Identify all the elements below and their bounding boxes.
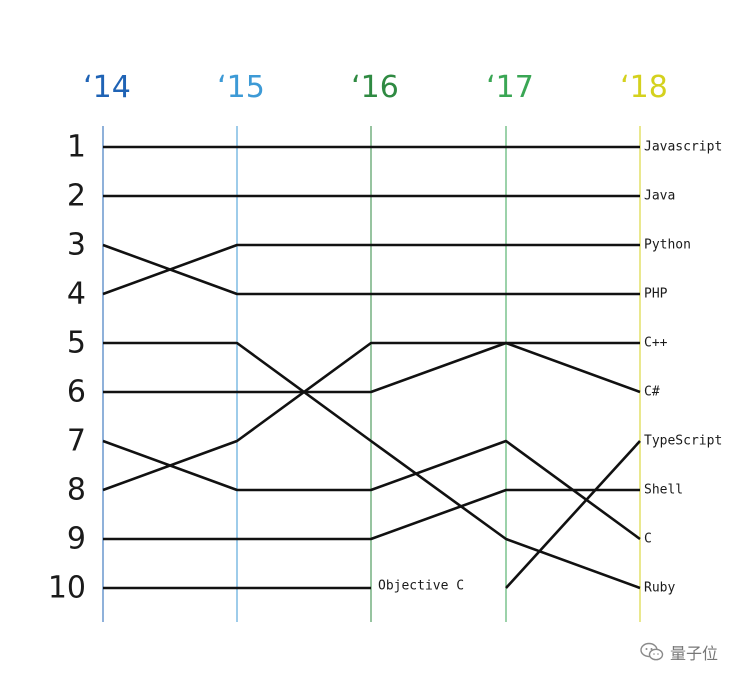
watermark-text: 量子位	[670, 644, 719, 663]
series-label-c-: C++	[644, 336, 668, 351]
year-label-1: ‘15	[217, 70, 265, 105]
rank-label-4: 4	[67, 277, 86, 312]
series-line-c	[102, 439, 641, 541]
rank-labels: 1 2 3 4 5 6 7 8 9 10	[48, 130, 86, 606]
year-axes	[102, 126, 641, 622]
series-label-javascript: Javascript	[644, 140, 722, 155]
year-labels: ‘14 ‘15 ‘16 ‘17 ‘18	[83, 70, 668, 105]
series-line-c-	[102, 341, 640, 492]
series-label-python: Python	[644, 238, 691, 253]
rank-label-10: 10	[48, 571, 86, 606]
series-label-c-: C#	[644, 385, 660, 400]
series-lines	[102, 145, 641, 590]
annotations: Objective C	[378, 579, 464, 594]
series-label-java: Java	[644, 189, 675, 204]
rank-label-1: 1	[67, 130, 86, 165]
watermark: 量子位	[640, 640, 718, 664]
rank-label-3: 3	[67, 228, 86, 263]
series-line-shell	[103, 488, 640, 541]
rank-label-2: 2	[67, 179, 86, 214]
series-label-shell: Shell	[644, 483, 683, 498]
series-line-ruby	[103, 341, 641, 590]
series-line-typescript	[505, 440, 641, 589]
series-label-c: C	[644, 532, 652, 547]
series-label-ruby: Ruby	[644, 581, 675, 596]
series-line-c-	[103, 341, 641, 394]
rank-label-7: 7	[67, 424, 86, 459]
annotation-label-0: Objective C	[378, 579, 464, 594]
year-label-2: ‘16	[351, 70, 399, 105]
series-line-php	[102, 243, 640, 296]
year-label-0: ‘14	[83, 70, 131, 105]
rank-label-5: 5	[67, 326, 86, 361]
series-line-python	[102, 243, 640, 296]
rank-label-8: 8	[67, 473, 86, 508]
language-labels: Javascript Java Python PHP C++ C# TypeScript Sh…	[644, 140, 722, 596]
wechat-icon	[640, 642, 664, 661]
series-label-php: PHP	[644, 287, 668, 302]
year-label-3: ‘17	[486, 70, 534, 105]
rank-label-6: 6	[67, 375, 86, 410]
year-label-4: ‘18	[620, 70, 668, 105]
rank-label-9: 9	[67, 522, 86, 557]
series-label-typescript: TypeScript	[644, 434, 722, 449]
